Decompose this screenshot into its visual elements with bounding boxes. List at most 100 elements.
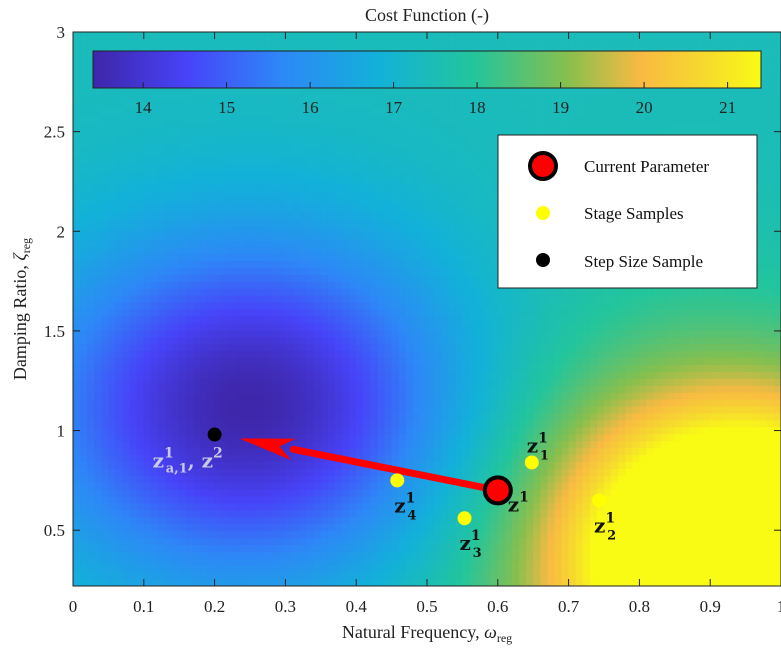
heatmap-cell xyxy=(384,191,393,199)
heatmap-cell xyxy=(278,530,286,539)
heatmap-cell xyxy=(108,412,117,421)
heatmap-cell xyxy=(179,551,187,559)
heatmap-cell xyxy=(200,419,209,428)
heatmap-cell xyxy=(235,198,244,206)
heatmap-cell xyxy=(334,509,343,518)
heatmap-cell xyxy=(186,38,194,47)
heatmap-cell xyxy=(278,350,286,359)
heatmap-cell xyxy=(462,225,471,234)
heatmap-cell xyxy=(87,73,95,82)
heatmap-cell xyxy=(441,572,449,580)
heatmap-cell xyxy=(306,544,315,552)
heatmap-cell xyxy=(101,253,109,262)
heatmap-cell xyxy=(398,350,407,359)
heatmap-cell xyxy=(469,468,478,476)
heatmap-cell xyxy=(242,392,251,400)
heatmap-cell xyxy=(257,315,265,324)
heatmap-cell xyxy=(342,322,350,331)
heatmap-cell xyxy=(150,426,159,435)
heatmap-cell xyxy=(200,198,209,206)
heatmap-cell xyxy=(342,38,350,47)
heatmap-cell xyxy=(327,461,336,469)
heatmap-cell xyxy=(108,509,117,518)
heatmap-cell xyxy=(398,108,407,116)
heatmap-cell xyxy=(122,253,131,262)
heatmap-cell xyxy=(398,544,407,552)
heatmap-cell xyxy=(242,94,251,102)
heatmap-cell xyxy=(122,357,131,365)
heatmap-cell xyxy=(398,94,407,102)
heatmap-cell xyxy=(434,135,442,144)
heatmap-cell xyxy=(115,399,124,407)
heatmap-cell xyxy=(186,572,194,580)
heatmap-cell xyxy=(384,38,393,47)
heatmap-cell xyxy=(349,419,357,428)
heatmap-cell xyxy=(136,149,145,158)
heatmap-cell xyxy=(94,94,102,102)
heatmap-cell xyxy=(80,198,88,206)
heatmap-cell xyxy=(221,392,230,400)
heatmap-cell xyxy=(419,509,428,518)
heatmap-cell xyxy=(228,412,237,421)
heatmap-cell xyxy=(398,502,407,511)
heatmap-cell xyxy=(257,392,265,400)
heatmap-cell xyxy=(299,94,308,102)
heatmap-cell xyxy=(327,502,336,511)
heatmap-cell xyxy=(349,502,357,511)
heatmap-cell xyxy=(356,163,364,172)
heatmap-cell xyxy=(356,184,364,192)
heatmap-cell xyxy=(150,364,159,372)
heatmap-cell xyxy=(228,267,237,275)
heatmap-cell xyxy=(342,149,350,158)
heatmap-cell xyxy=(313,357,322,365)
heatmap-cell xyxy=(150,45,159,54)
heatmap-cell xyxy=(278,468,286,476)
heatmap-cell xyxy=(172,225,180,234)
heatmap-cell xyxy=(320,551,329,559)
heatmap-cell xyxy=(136,163,145,172)
heatmap-cell xyxy=(214,267,223,275)
heatmap-cell xyxy=(448,274,456,282)
heatmap-cell xyxy=(334,364,343,372)
heatmap-cell xyxy=(363,343,371,352)
heatmap-cell xyxy=(157,385,166,393)
heatmap-cell xyxy=(490,558,499,566)
heatmap-cell xyxy=(377,225,386,234)
heatmap-cell xyxy=(122,405,131,414)
heatmap-cell xyxy=(250,170,258,179)
heatmap-cell xyxy=(228,128,237,137)
heatmap-cell xyxy=(306,572,315,580)
heatmap-cell xyxy=(101,357,109,365)
heatmap-cell xyxy=(150,191,159,199)
heatmap-cell xyxy=(179,399,187,407)
heatmap-cell xyxy=(278,191,286,199)
heatmap-cell xyxy=(412,440,421,449)
heatmap-cell xyxy=(476,177,485,185)
heatmap-cell xyxy=(370,565,379,573)
heatmap-cell xyxy=(172,392,180,400)
heatmap-cell xyxy=(150,544,159,552)
heatmap-cell xyxy=(221,475,230,483)
heatmap-cell xyxy=(292,253,301,262)
heatmap-cell xyxy=(405,87,414,95)
heatmap-cell xyxy=(384,295,393,303)
heatmap-cell xyxy=(257,572,265,580)
heatmap-cell xyxy=(299,322,308,331)
heatmap-cell xyxy=(285,558,294,566)
heatmap-cell xyxy=(363,523,371,532)
heatmap-cell xyxy=(87,495,95,504)
heatmap-cell xyxy=(469,502,478,511)
heatmap-cell xyxy=(342,108,350,116)
heatmap-cell xyxy=(377,454,386,462)
heatmap-cell xyxy=(342,177,350,185)
heatmap-cell xyxy=(94,468,102,476)
heatmap-cell xyxy=(384,551,393,559)
heatmap-cell xyxy=(278,295,286,303)
heatmap-cell xyxy=(448,426,456,435)
heatmap-cell xyxy=(327,108,336,116)
heatmap-cell xyxy=(94,454,102,462)
heatmap-cell xyxy=(278,357,286,365)
heatmap-cell xyxy=(186,364,194,372)
heatmap-cell xyxy=(179,475,187,483)
heatmap-cell xyxy=(200,142,209,151)
